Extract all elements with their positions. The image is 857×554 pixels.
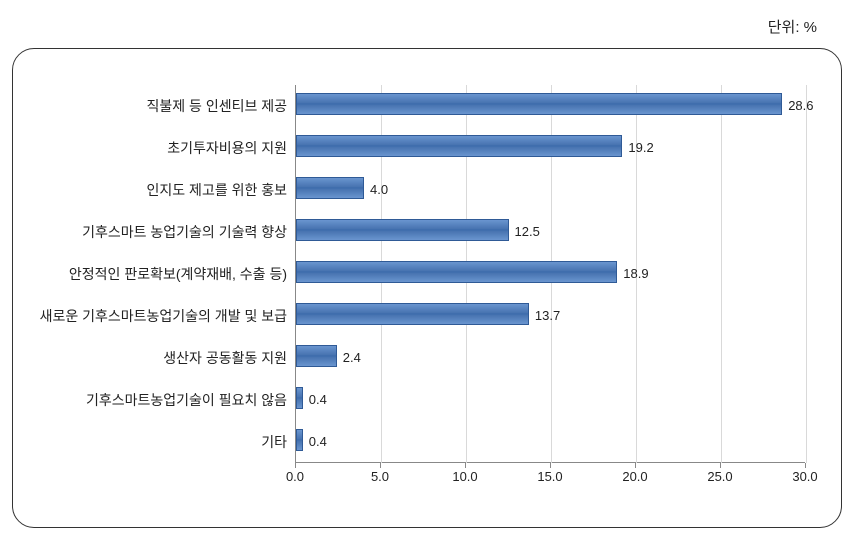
bar-value-label: 28.6 xyxy=(783,85,813,127)
bar-category-label: 기타 xyxy=(0,421,287,463)
bar-value-label: 13.7 xyxy=(530,295,560,337)
chart-plot: 0.05.010.015.020.025.030.0직불제 등 인센티브 제공2… xyxy=(295,85,805,493)
x-tick-mark xyxy=(720,463,721,468)
bar-row: 인지도 제고를 위한 홍보4.0 xyxy=(295,169,805,211)
x-tick-label: 30.0 xyxy=(785,469,825,484)
bar-row: 직불제 등 인센티브 제공28.6 xyxy=(295,85,805,127)
x-tick-label: 15.0 xyxy=(530,469,570,484)
x-tick-mark xyxy=(550,463,551,468)
bar xyxy=(296,345,337,367)
x-tick-label: 10.0 xyxy=(445,469,485,484)
bar-category-label: 초기투자비용의 지원 xyxy=(0,127,287,169)
bar-value-label: 0.4 xyxy=(304,421,327,463)
bar xyxy=(296,261,617,283)
x-tick-label: 25.0 xyxy=(700,469,740,484)
unit-label: 단위: % xyxy=(768,16,817,37)
bar-row: 기후스마트농업기술이 필요치 않음0.4 xyxy=(295,379,805,421)
bar-value-label: 4.0 xyxy=(365,169,388,211)
bar-row: 기후스마트 농업기술의 기술력 향상12.5 xyxy=(295,211,805,253)
bar xyxy=(296,219,509,241)
bar xyxy=(296,429,303,451)
bar-value-label: 18.9 xyxy=(618,253,648,295)
x-tick-mark xyxy=(635,463,636,468)
bar xyxy=(296,177,364,199)
x-tick-label: 20.0 xyxy=(615,469,655,484)
bar-value-label: 19.2 xyxy=(623,127,653,169)
bar-category-label: 인지도 제고를 위한 홍보 xyxy=(0,169,287,211)
bar xyxy=(296,93,782,115)
bar-category-label: 안정적인 판로확보(계약재배, 수출 등) xyxy=(0,253,287,295)
x-tick-label: 0.0 xyxy=(275,469,315,484)
x-tick-mark xyxy=(380,463,381,468)
bar-value-label: 2.4 xyxy=(338,337,361,379)
bar-row: 안정적인 판로확보(계약재배, 수출 등)18.9 xyxy=(295,253,805,295)
bar xyxy=(296,387,303,409)
bar-value-label: 0.4 xyxy=(304,379,327,421)
bar-value-label: 12.5 xyxy=(510,211,540,253)
bar-row: 초기투자비용의 지원19.2 xyxy=(295,127,805,169)
bar-category-label: 생산자 공동활동 지원 xyxy=(0,337,287,379)
gridline xyxy=(806,85,807,463)
x-tick-mark xyxy=(295,463,296,468)
bar-category-label: 기후스마트농업기술이 필요치 않음 xyxy=(0,379,287,421)
x-tick-mark xyxy=(805,463,806,468)
x-tick-label: 5.0 xyxy=(360,469,400,484)
bar xyxy=(296,135,622,157)
bar-row: 생산자 공동활동 지원2.4 xyxy=(295,337,805,379)
bar-category-label: 기후스마트 농업기술의 기술력 향상 xyxy=(0,211,287,253)
bar-row: 새로운 기후스마트농업기술의 개발 및 보급13.7 xyxy=(295,295,805,337)
bar-category-label: 직불제 등 인센티브 제공 xyxy=(0,85,287,127)
bar xyxy=(296,303,529,325)
bar-row: 기타0.4 xyxy=(295,421,805,463)
chart-frame: 0.0 5.0 10.0 15.0 20.0 25.0 30.0 직불제 등 인센티브 제공2… xyxy=(12,48,842,528)
bar-category-label: 새로운 기후스마트농업기술의 개발 및 보급 xyxy=(0,295,287,337)
x-tick-mark xyxy=(465,463,466,468)
